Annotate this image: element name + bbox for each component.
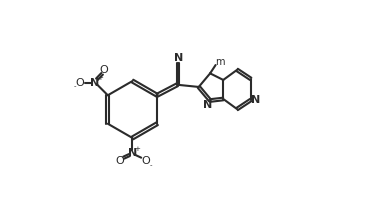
Text: O: O [75,78,84,88]
Text: O: O [99,65,108,75]
Text: +: + [97,75,103,81]
Text: O: O [141,156,150,166]
Text: +: + [134,146,140,152]
Text: -: - [74,83,76,90]
Text: N: N [203,100,213,110]
Text: O: O [115,156,124,166]
Text: N: N [251,95,260,105]
Text: N: N [174,53,183,63]
Text: m: m [215,57,224,67]
Text: N: N [128,148,137,158]
Text: -: - [149,162,152,168]
Text: N: N [90,78,100,88]
